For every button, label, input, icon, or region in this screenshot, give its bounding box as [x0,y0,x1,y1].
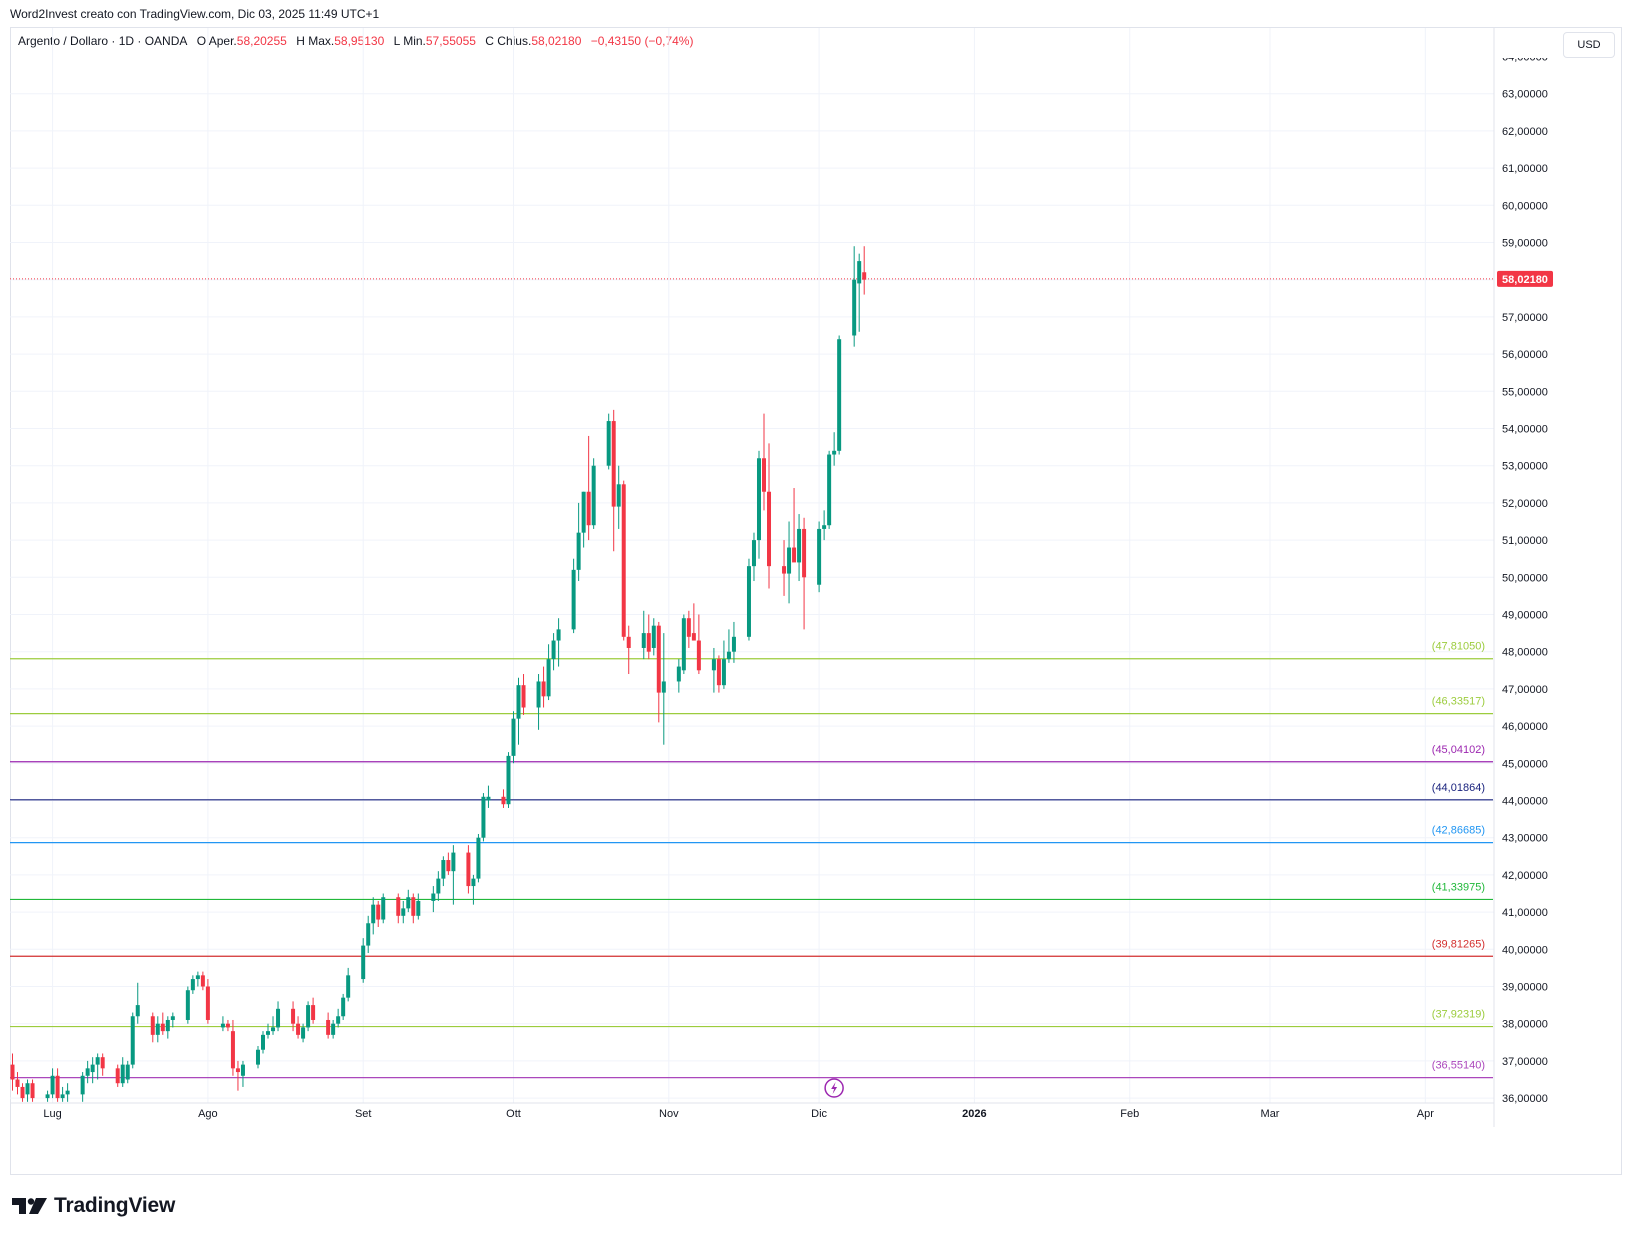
currency-button[interactable]: USD [1563,32,1615,58]
low-label: L [393,34,400,48]
high-value: 58,95130 [334,34,385,48]
high-name: Max. [308,34,335,48]
symbol-name: Argento / Dollaro · 1D · OANDA [18,34,188,48]
tradingview-logo: TradingView [12,1192,175,1220]
low-value: 57,55055 [425,34,476,48]
high-label: H [296,34,305,48]
chart-frame [10,27,1622,1175]
logo-text: TradingView [54,1194,176,1217]
close-value: 58,02180 [531,34,582,48]
close-label: C [485,34,494,48]
open-value: 58,20255 [236,34,287,48]
open-label: O [196,34,207,48]
chart-caption: Word2Invest creato con TradingView.com, … [10,7,380,21]
close-name: Chius. [497,34,532,48]
low-name: Min. [403,34,426,48]
change-value: −0,43150 (−0,74%) [590,34,694,48]
tradingview-logo-icon [12,1198,47,1214]
symbol-legend: Argento / Dollaro · 1D · OANDA O Aper.58… [18,34,693,48]
open-name: Aper. [208,34,237,48]
